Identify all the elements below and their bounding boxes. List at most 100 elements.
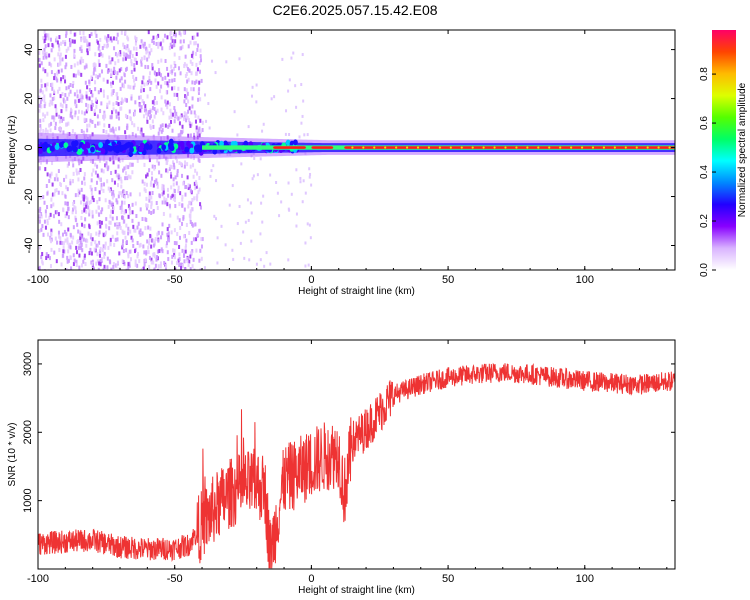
heatmap-cell — [155, 257, 158, 262]
heatmap-cell — [288, 78, 291, 82]
heatmap-cell — [157, 230, 160, 235]
heatmap-cell — [44, 101, 47, 106]
heatmap-cell — [152, 209, 155, 214]
heatmap-cell — [74, 99, 77, 104]
heatmap-cell — [262, 122, 265, 126]
heatmap-cell — [127, 262, 130, 267]
x-tick-label: 0 — [308, 274, 314, 286]
colorbar-tick-label: 0.0 — [699, 263, 710, 277]
heatmap-cell — [51, 182, 54, 187]
heatmap-cell — [81, 209, 84, 214]
heatmap-cell — [144, 104, 147, 109]
heatmap-cell — [80, 235, 83, 240]
heatmap-cell — [63, 142, 69, 149]
heatmap-cell — [141, 80, 144, 85]
heatmap-cell — [287, 181, 290, 185]
heatmap-cell — [265, 251, 268, 255]
heatmap-cell — [90, 99, 93, 104]
heatmap-cell — [196, 233, 199, 238]
heatmap-cell — [185, 102, 188, 107]
heatmap-cell — [188, 230, 191, 235]
heatmap-cell — [169, 31, 172, 36]
heatmap-cell — [155, 35, 158, 40]
heatmap-cell — [66, 96, 69, 101]
heatmap-cell — [166, 232, 169, 237]
heatmap-cell — [100, 186, 103, 191]
heatmap-cell — [49, 264, 52, 269]
heatmap-cell — [102, 233, 105, 238]
heatmap-cell — [213, 214, 216, 218]
heatmap-cell — [64, 93, 67, 98]
heatmap-cell — [168, 115, 171, 120]
heatmap-cell — [83, 65, 86, 70]
heatmap-cell — [138, 103, 141, 108]
heatmap-cell — [86, 43, 89, 48]
heatmap-cell — [55, 210, 58, 215]
heatmap-cell — [69, 30, 72, 35]
heatmap-cell — [44, 69, 47, 74]
heatmap-cell — [189, 123, 192, 128]
heatmap-cell — [199, 268, 202, 270]
heatmap-cell — [92, 71, 95, 76]
heatmap-cell — [101, 257, 104, 262]
heatmap-cell — [308, 175, 311, 179]
heatmap-cell — [98, 190, 101, 195]
heatmap-cell — [152, 105, 155, 110]
heatmap-cell — [91, 102, 94, 107]
heatmap-cell — [44, 114, 47, 119]
heatmap-cell — [190, 122, 193, 127]
heatmap-cell — [146, 57, 149, 62]
heatmap-cell — [223, 140, 228, 147]
heatmap-cell — [57, 43, 60, 48]
heatmap-cell — [145, 250, 148, 255]
heatmap-cell — [148, 158, 151, 163]
heatmap-cell — [41, 90, 44, 95]
heatmap-cell — [105, 223, 108, 228]
heatmap-cell — [171, 254, 174, 259]
heatmap-cell — [44, 32, 47, 37]
heatmap-cell — [81, 95, 84, 100]
heatmap-cell — [112, 189, 115, 194]
heatmap-cell — [153, 166, 156, 171]
heatmap-cell — [62, 130, 65, 135]
heatmap-cell — [460, 146, 463, 149]
heatmap-cell — [184, 94, 187, 99]
heatmap-cell — [84, 80, 87, 85]
heatmap-cell — [136, 158, 139, 163]
heatmap-cell — [50, 228, 53, 233]
heatmap-cell — [187, 133, 190, 138]
heatmap-cell — [76, 222, 79, 227]
heatmap-cell — [44, 44, 47, 49]
heatmap-cell — [96, 75, 99, 80]
heatmap-cell — [88, 82, 91, 87]
heatmap-cell — [100, 52, 103, 57]
heatmap-cell — [79, 230, 82, 235]
heatmap-cell — [138, 243, 141, 248]
heatmap-cell — [96, 200, 99, 205]
heatmap-cell — [247, 218, 250, 222]
heatmap-cell — [96, 221, 99, 226]
heatmap-cell — [215, 179, 218, 183]
heatmap-cell — [116, 71, 119, 76]
heatmap-cell — [140, 59, 143, 64]
heatmap-cell — [81, 222, 84, 227]
heatmap-cell — [52, 202, 55, 207]
heatmap-cell — [198, 258, 201, 263]
heatmap-cell — [52, 115, 55, 120]
heatmap-cell — [188, 200, 191, 205]
heatmap-cell — [40, 83, 43, 88]
heatmap-cell — [143, 162, 146, 167]
heatmap-cell — [195, 248, 198, 253]
heatmap-cell — [88, 96, 91, 101]
heatmap-cell — [55, 112, 58, 117]
heatmap-cell — [285, 139, 291, 146]
heatmap-cell — [89, 235, 92, 240]
heatmap-cell — [187, 44, 190, 49]
heatmap-cell — [83, 148, 89, 155]
heatmap-cell — [43, 38, 46, 43]
heatmap-cell — [120, 100, 123, 105]
heatmap-cell — [185, 72, 188, 77]
heatmap-cell — [185, 257, 188, 262]
heatmap-cell — [118, 126, 121, 131]
